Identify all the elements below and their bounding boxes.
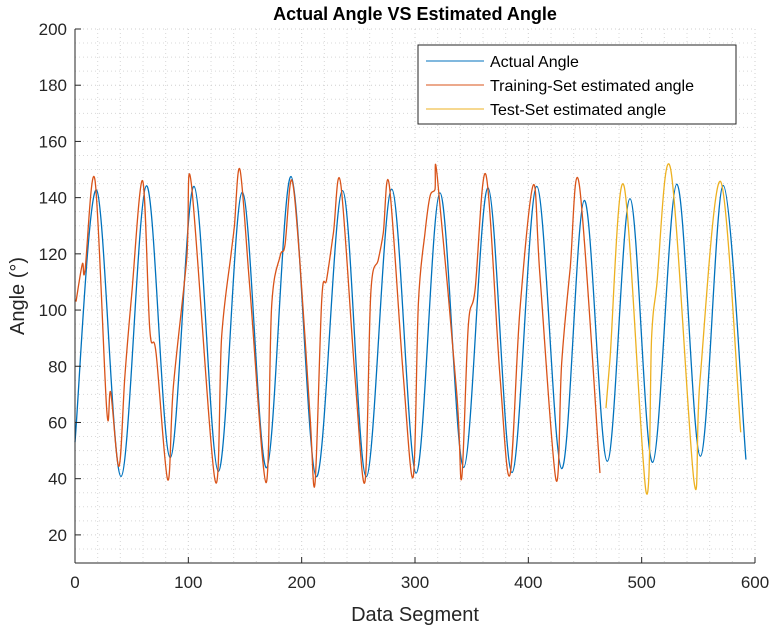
x-tick-label: 500 [627,573,655,592]
legend-label-test: Test-Set estimated angle [490,102,666,119]
series-group [74,163,747,495]
x-tick-label: 400 [514,573,542,592]
tick-labels: 0 100 200 300 400 500 600 20 40 60 80 100 120 140 160 1… [39,20,770,592]
legend: Actual Angle Training-Set estimated angl… [417,44,737,125]
x-tick-label: 600 [741,573,769,592]
chart-title: Actual Angle VS Estimated Angle [273,4,557,24]
legend-label-training: Training-Set estimated angle [490,78,694,95]
y-tick-label: 40 [48,470,67,489]
y-tick-label: 180 [39,76,67,95]
legend-label-actual: Actual Angle [490,54,579,71]
y-tick-label: 100 [39,301,67,320]
y-tick-label: 120 [39,245,67,264]
y-tick-label: 20 [48,526,67,545]
y-tick-label: 200 [39,20,67,39]
y-tick-label: 160 [39,132,67,151]
series-test-estimate [605,163,742,495]
x-tick-label: 0 [70,573,79,592]
y-axis-label: Angle (°) [7,257,29,335]
x-tick-label: 100 [174,573,202,592]
y-tick-label: 60 [48,413,67,432]
x-axis-label: Data Segment [351,604,479,626]
y-tick-label: 140 [39,189,67,208]
series-training-estimate [75,163,601,488]
y-tick-label: 80 [48,357,67,376]
legend-box [417,44,737,125]
x-tick-label: 200 [287,573,315,592]
series-actual-angle [74,175,747,478]
x-tick-label: 300 [401,573,429,592]
